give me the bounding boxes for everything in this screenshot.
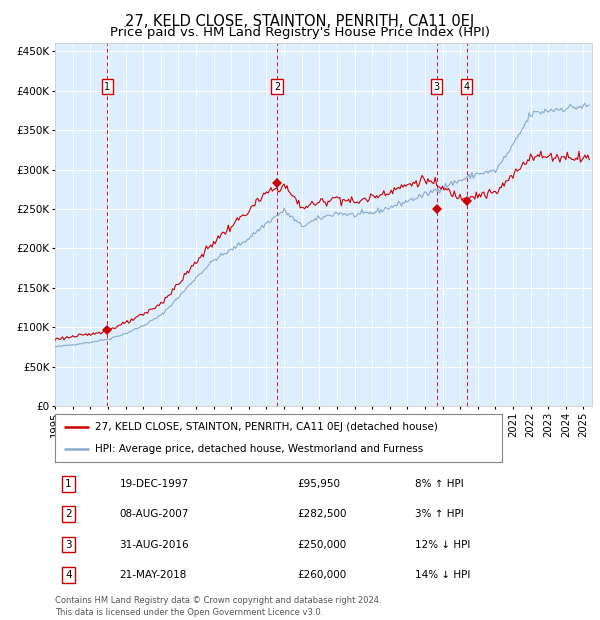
Text: 08-AUG-2007: 08-AUG-2007: [119, 509, 189, 520]
Text: 8% ↑ HPI: 8% ↑ HPI: [415, 479, 464, 489]
Text: £282,500: £282,500: [297, 509, 346, 520]
Text: 4: 4: [65, 570, 72, 580]
Text: 14% ↓ HPI: 14% ↓ HPI: [415, 570, 470, 580]
Text: Contains HM Land Registry data © Crown copyright and database right 2024.: Contains HM Land Registry data © Crown c…: [55, 596, 382, 605]
Text: 2: 2: [274, 82, 280, 92]
Text: Price paid vs. HM Land Registry's House Price Index (HPI): Price paid vs. HM Land Registry's House …: [110, 26, 490, 39]
Text: This data is licensed under the Open Government Licence v3.0.: This data is licensed under the Open Gov…: [55, 608, 323, 617]
Text: 21-MAY-2018: 21-MAY-2018: [119, 570, 187, 580]
Text: £95,950: £95,950: [297, 479, 340, 489]
Text: 1: 1: [104, 82, 110, 92]
Text: 19-DEC-1997: 19-DEC-1997: [119, 479, 189, 489]
Text: 31-AUG-2016: 31-AUG-2016: [119, 539, 189, 549]
Text: HPI: Average price, detached house, Westmorland and Furness: HPI: Average price, detached house, West…: [95, 444, 424, 454]
Text: 12% ↓ HPI: 12% ↓ HPI: [415, 539, 470, 549]
Text: 3: 3: [433, 82, 440, 92]
Text: 1: 1: [65, 479, 72, 489]
Text: 2: 2: [65, 509, 72, 520]
Text: 4: 4: [464, 82, 470, 92]
Text: 27, KELD CLOSE, STAINTON, PENRITH, CA11 0EJ (detached house): 27, KELD CLOSE, STAINTON, PENRITH, CA11 …: [95, 422, 439, 432]
Text: £260,000: £260,000: [297, 570, 346, 580]
Text: 27, KELD CLOSE, STAINTON, PENRITH, CA11 0EJ: 27, KELD CLOSE, STAINTON, PENRITH, CA11 …: [125, 14, 475, 29]
Text: 3% ↑ HPI: 3% ↑ HPI: [415, 509, 464, 520]
Text: 3: 3: [65, 539, 72, 549]
Text: £250,000: £250,000: [297, 539, 346, 549]
